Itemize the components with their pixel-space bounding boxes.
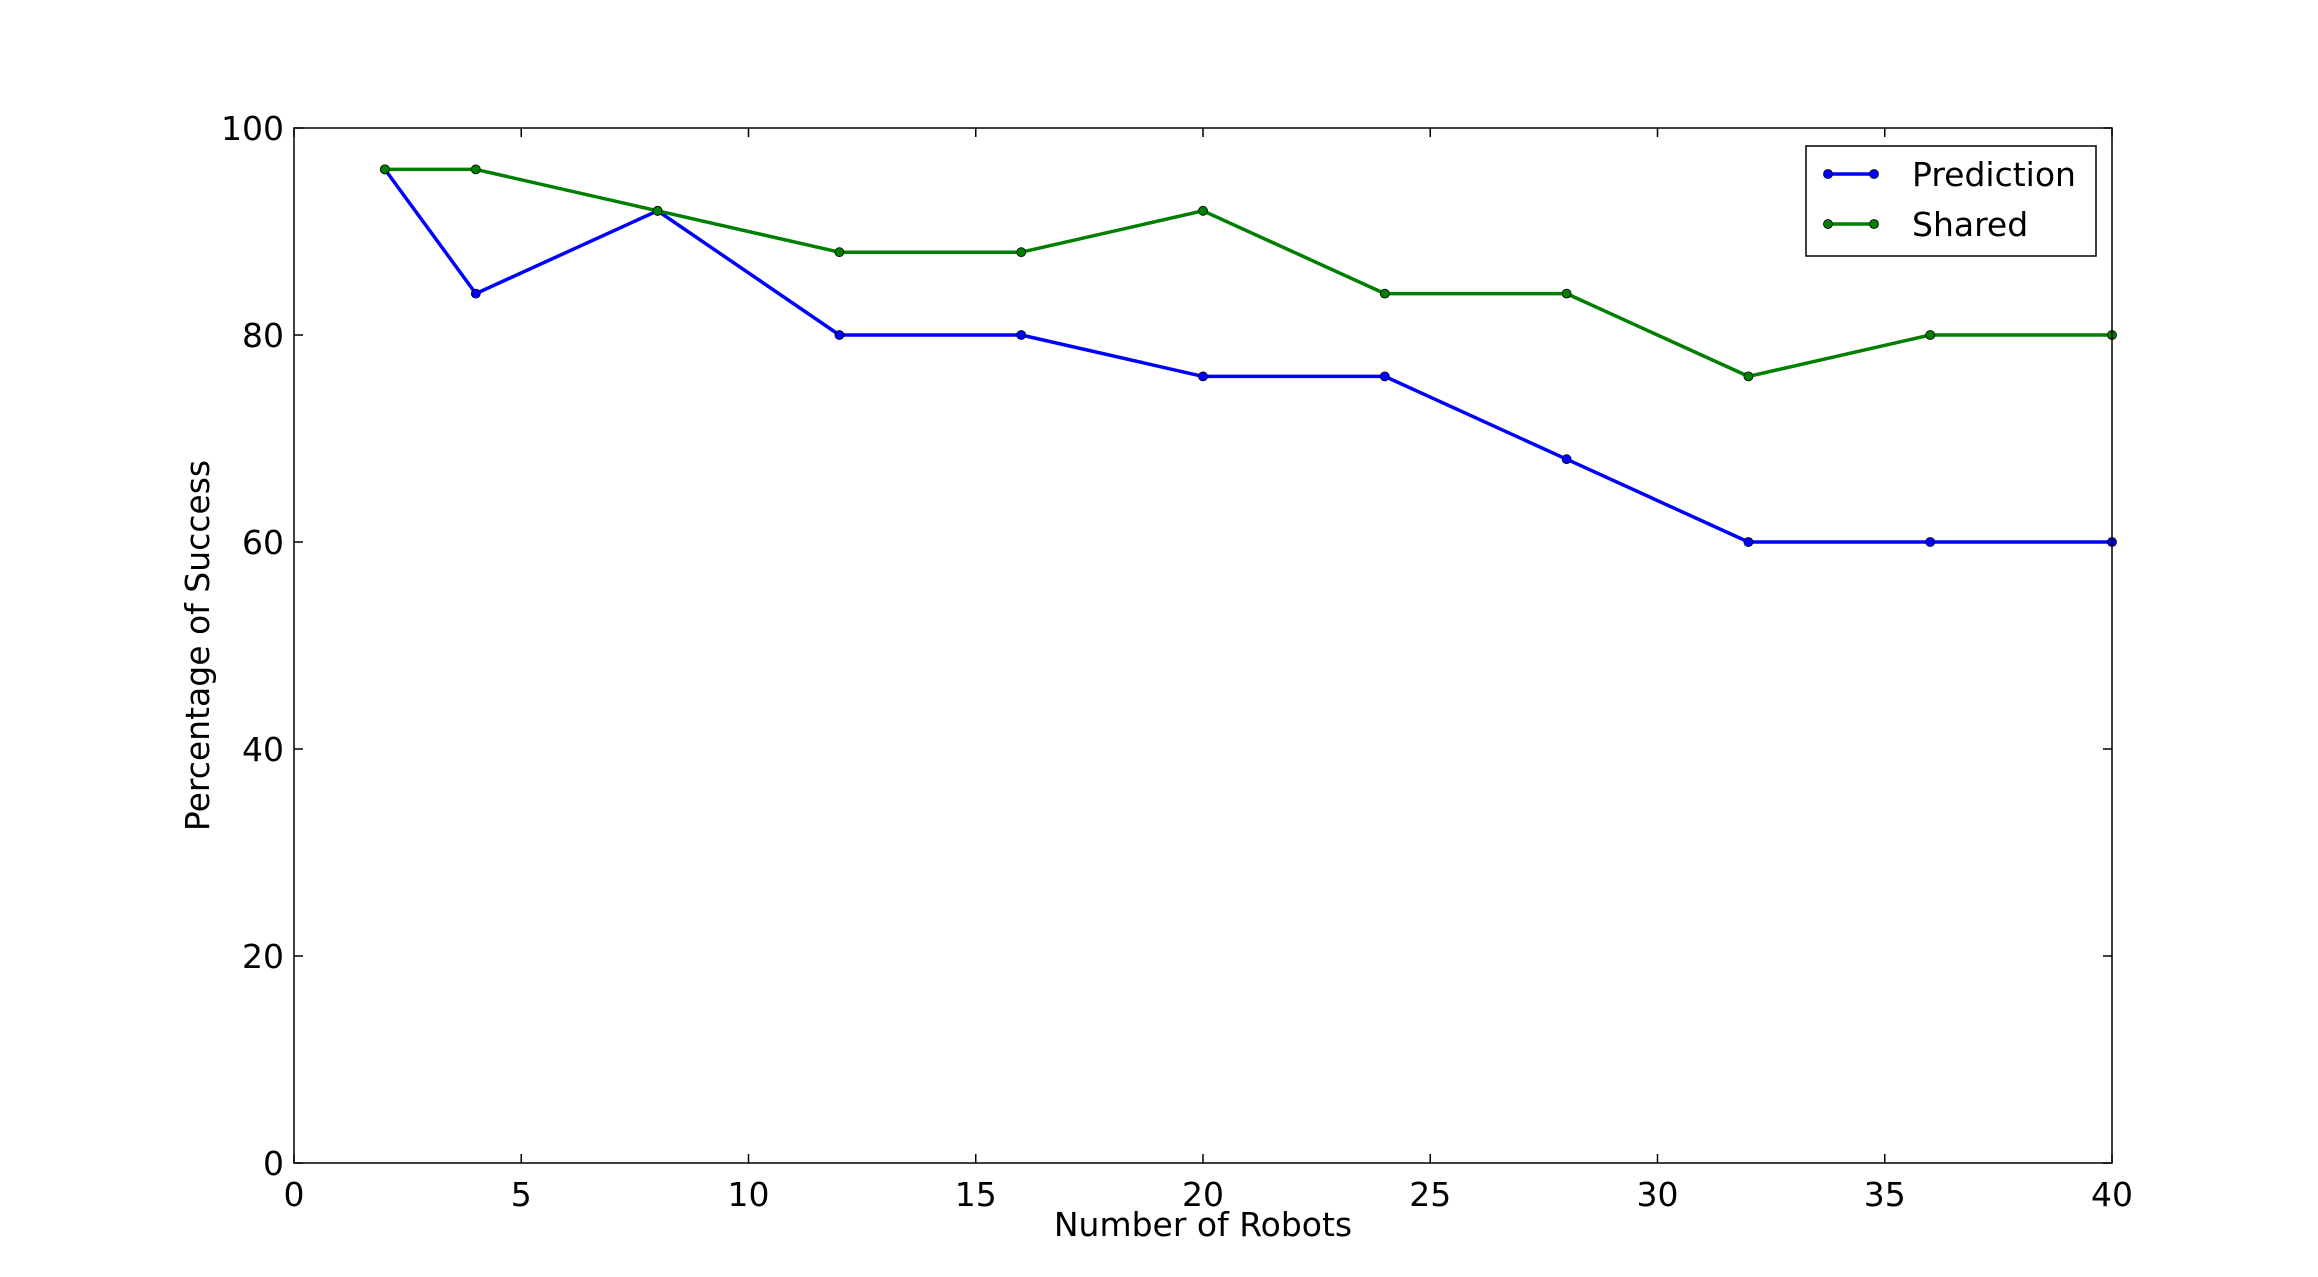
legend-label-shared: Shared bbox=[1912, 205, 2028, 244]
data-point-shared bbox=[652, 205, 663, 216]
series-layer bbox=[379, 164, 2117, 547]
data-point-prediction bbox=[1925, 537, 1936, 547]
x-tick-label: 5 bbox=[511, 1175, 532, 1214]
legend-item-prediction: Prediction bbox=[1823, 155, 2076, 194]
x-tick-label: 20 bbox=[1182, 1175, 1224, 1214]
x-tick-label: 25 bbox=[1409, 1175, 1451, 1214]
y-tick-label: 0 bbox=[263, 1144, 284, 1183]
data-point-shared bbox=[1198, 205, 1208, 216]
x-tick-label: 0 bbox=[284, 1175, 305, 1214]
data-point-shared bbox=[1743, 371, 1754, 382]
data-point-shared bbox=[1925, 330, 1936, 340]
data-point-prediction bbox=[1016, 330, 1027, 340]
x-tick-label: 35 bbox=[1864, 1175, 1906, 1214]
x-tick-label: 10 bbox=[728, 1175, 770, 1214]
legend-frame bbox=[1805, 145, 2097, 257]
legend-marker-shared bbox=[1869, 219, 1879, 229]
x-axis-label: Number of Robots bbox=[1054, 1205, 1352, 1244]
legend-marker-prediction bbox=[1869, 169, 1879, 179]
legend-item-shared: Shared bbox=[1823, 205, 2028, 244]
y-tick-label: 20 bbox=[242, 937, 284, 976]
x-tick-label: 40 bbox=[2091, 1175, 2133, 1214]
data-point-prediction bbox=[470, 288, 481, 299]
axis-tick-labels: 0 5 10 15 20 25 30 35 40 0 20 40 60 80 100 bbox=[221, 109, 2133, 1214]
legend: Prediction Shared bbox=[1805, 145, 2097, 257]
data-point-prediction bbox=[1198, 371, 1208, 382]
y-tick-label: 40 bbox=[242, 730, 284, 769]
x-tick-label: 15 bbox=[955, 1175, 997, 1214]
data-point-shared bbox=[1379, 288, 1390, 299]
y-tick-label: 60 bbox=[242, 523, 284, 562]
data-point-prediction bbox=[1379, 371, 1390, 382]
data-point-shared bbox=[470, 164, 481, 175]
y-tick-label: 80 bbox=[242, 316, 284, 355]
plot-frame bbox=[293, 127, 2113, 1164]
data-point-shared bbox=[379, 164, 390, 175]
y-axis-label: Percentage of Success bbox=[178, 460, 217, 831]
data-point-prediction bbox=[1561, 454, 1572, 465]
data-point-shared bbox=[1016, 247, 1027, 258]
data-point-prediction bbox=[1743, 537, 1754, 547]
x-tick-label: 30 bbox=[1637, 1175, 1679, 1214]
data-point-shared bbox=[834, 247, 845, 258]
legend-label-prediction: Prediction bbox=[1912, 155, 2076, 194]
data-point-prediction bbox=[834, 330, 845, 340]
data-point-shared bbox=[1561, 288, 1572, 299]
y-tick-label: 100 bbox=[221, 109, 284, 148]
legend-marker-shared bbox=[1823, 219, 1833, 229]
legend-marker-prediction bbox=[1823, 169, 1833, 179]
